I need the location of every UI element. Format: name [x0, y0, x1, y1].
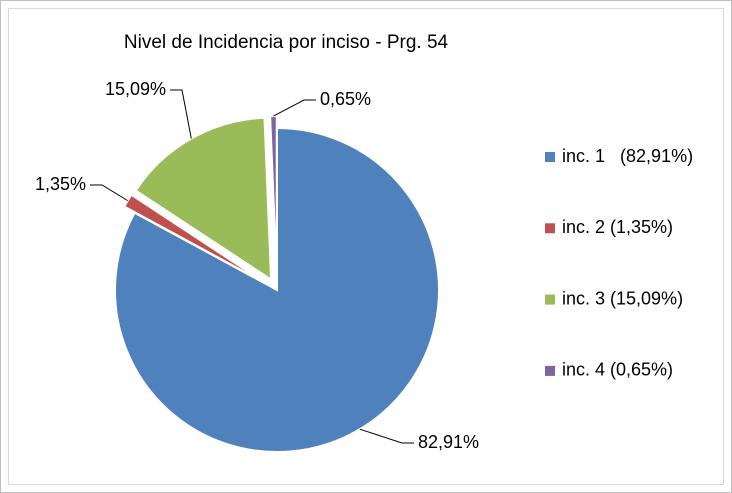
plot-frame — [8, 8, 724, 485]
leader-line — [273, 99, 316, 117]
pie-slice — [114, 126, 440, 453]
leader-line — [170, 89, 192, 139]
legend-swatch — [545, 365, 555, 376]
legend-swatch — [545, 152, 555, 162]
data-label: 82,91% — [418, 432, 479, 452]
legend-label: inc. 1 (82,91%) — [562, 146, 693, 166]
data-label: 15,09% — [105, 79, 166, 99]
data-label: 1,35% — [35, 174, 86, 194]
legend-swatch — [545, 223, 555, 234]
legend-label: inc. 4 (0,65%) — [562, 360, 673, 380]
leader-line — [359, 428, 414, 444]
data-label: 0,65% — [320, 89, 371, 109]
pie-slice — [269, 115, 278, 279]
pie-slice — [134, 116, 273, 282]
chart-title: Nivel de Incidencia por inciso - Prg. 54 — [124, 32, 449, 53]
legend-swatch — [545, 294, 555, 305]
leader-line — [90, 184, 128, 202]
legend-label: inc. 3 (15,09%) — [562, 288, 683, 308]
legend-label: inc. 2 (1,35%) — [562, 217, 673, 237]
